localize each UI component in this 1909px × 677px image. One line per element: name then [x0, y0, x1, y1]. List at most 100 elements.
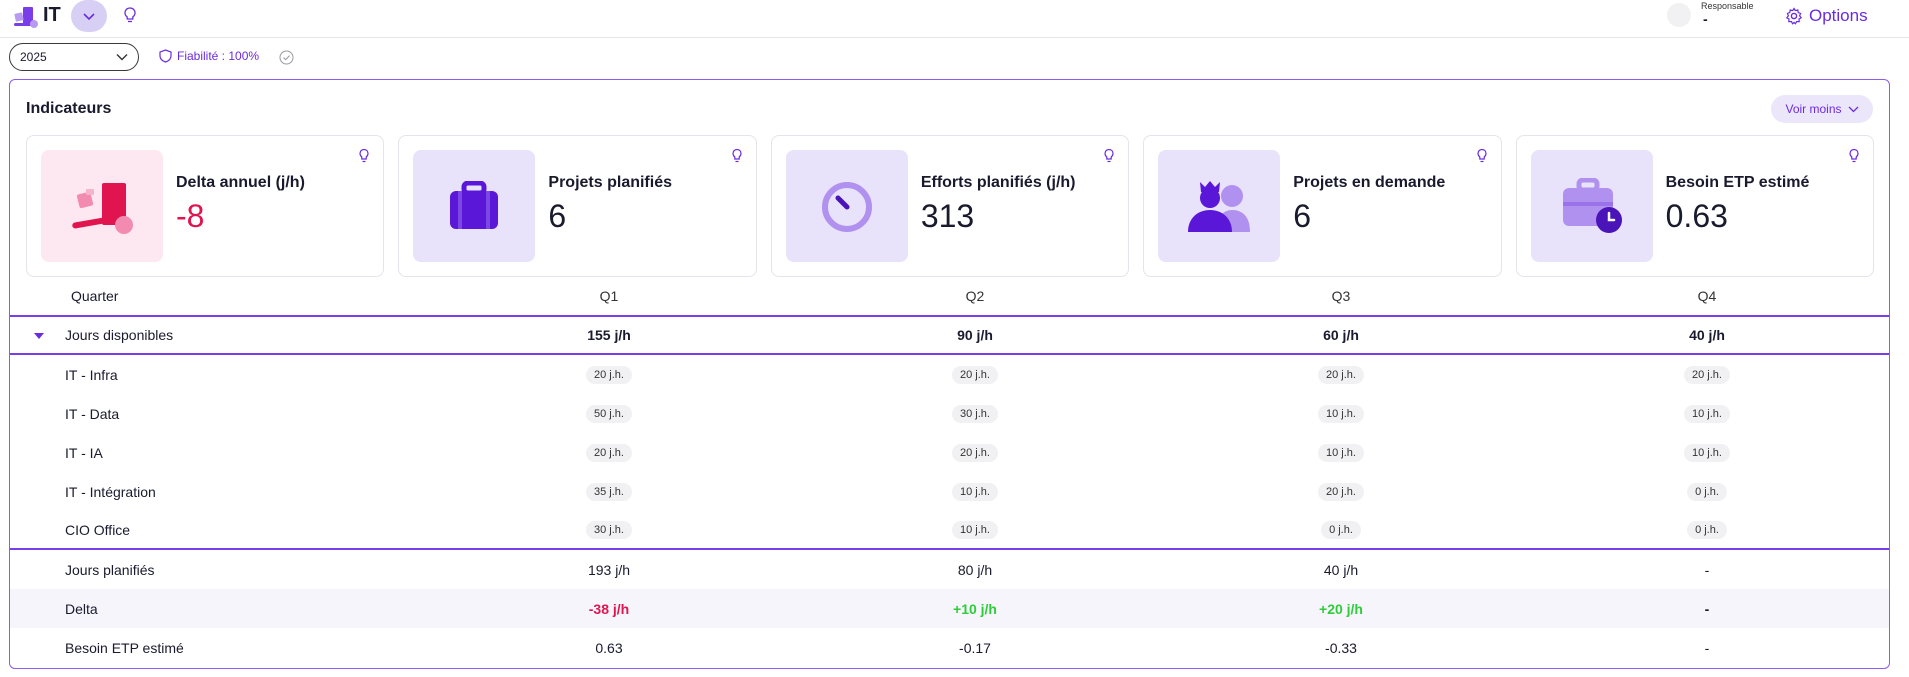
- table-cell: -38 j/h: [588, 600, 630, 617]
- table-cell[interactable]: 35 j.h.: [586, 483, 632, 501]
- kpi-card-besoin-etp: Besoin ETP estimé 0.63: [1515, 135, 1875, 277]
- top-bar: IT Responsable - Options: [0, 0, 1909, 38]
- year-select[interactable]: 2025: [9, 43, 139, 71]
- table-cell: -0.17: [959, 639, 991, 656]
- table-cell[interactable]: 20 j.h.: [1684, 366, 1730, 384]
- responsable-label: Responsable: [1701, 1, 1754, 11]
- kpi-value: 6: [548, 198, 567, 234]
- lightbulb-icon[interactable]: [357, 148, 371, 164]
- table-cell[interactable]: 20 j.h.: [952, 444, 998, 462]
- row-label: Delta: [65, 600, 98, 617]
- kpi-value: 0.63: [1665, 198, 1728, 234]
- row-label: Jours disponibles: [65, 327, 174, 343]
- avatar[interactable]: [1667, 3, 1691, 27]
- table-cell[interactable]: 10 j.h.: [952, 521, 998, 539]
- column-header: Q1: [599, 288, 619, 304]
- table-cell[interactable]: 30 j.h.: [586, 521, 632, 539]
- table-cell[interactable]: 30 j.h.: [952, 405, 998, 423]
- chevron-down-icon: [1848, 106, 1858, 112]
- kpi-label: Delta annuel (j/h): [176, 174, 305, 191]
- table-row-jours-planifies: Jours planifiés 193 j/h 80 j/h 40 j/h -: [10, 550, 1889, 589]
- kpi-card-projets-demande: Projets en demande 6: [1143, 135, 1502, 277]
- table-row: IT - Intégration 35 j.h. 10 j.h. 20 j.h.…: [10, 472, 1889, 511]
- table-cell[interactable]: 20 j.h.: [1318, 366, 1364, 384]
- table-cell[interactable]: 10 j.h.: [1318, 444, 1364, 462]
- indicators-panel: Indicateurs Voir moins Delta annuel (j/h…: [9, 79, 1890, 669]
- row-label: CIO Office: [65, 521, 131, 538]
- column-header: Q4: [1697, 288, 1717, 304]
- table-cell[interactable]: 20 j.h.: [586, 366, 632, 384]
- voir-moins-button[interactable]: Voir moins: [1771, 95, 1873, 123]
- lightbulb-icon[interactable]: [1102, 148, 1116, 164]
- options-label: Options: [1809, 6, 1868, 25]
- options-button[interactable]: Options: [1785, 4, 1868, 28]
- row-label: IT - Data: [65, 405, 120, 422]
- table-cell: -0.33: [1325, 639, 1357, 656]
- table-cell[interactable]: 0 j.h.: [1687, 483, 1727, 501]
- voir-moins-label: Voir moins: [1785, 102, 1842, 116]
- reliability-label: Fiabilité : 100%: [177, 49, 260, 63]
- table-cell[interactable]: 10 j.h.: [1318, 405, 1364, 423]
- table-row: IT - IA 20 j.h. 20 j.h. 10 j.h. 10 j.h.: [10, 433, 1889, 472]
- section-row-jours-disponibles[interactable]: Jours disponibles 155 j/h 90 j/h 60 j/h …: [10, 315, 1889, 355]
- table-cell[interactable]: 20 j.h.: [1318, 483, 1364, 501]
- table-cell: -: [1704, 561, 1710, 578]
- table-cell[interactable]: 20 j.h.: [586, 444, 632, 462]
- table-row: IT - Data 50 j.h. 30 j.h. 10 j.h. 10 j.h…: [10, 394, 1889, 433]
- column-header: Quarter: [71, 288, 119, 304]
- table-cell[interactable]: 0 j.h.: [1687, 521, 1727, 539]
- table-cell[interactable]: 10 j.h.: [1684, 405, 1730, 423]
- caret-down-icon[interactable]: [34, 333, 44, 339]
- timer-icon: [785, 150, 908, 262]
- kpi-card-efforts-planifies: Efforts planifiés (j/h) 313: [770, 135, 1130, 277]
- table-cell: 90 j/h: [957, 327, 993, 343]
- kpi-label: Projets en demande: [1293, 174, 1446, 191]
- capacity-table: Quarter Q1 Q2 Q3 Q4 Jours disponibles 15…: [10, 277, 1889, 667]
- table-cell: 193 j/h: [587, 561, 631, 578]
- kpi-card-projets-planifies: Projets planifiés 6: [398, 135, 757, 277]
- briefcase-icon: [413, 150, 536, 262]
- check-circle-icon[interactable]: [279, 50, 294, 65]
- responsable-value: -: [1703, 11, 1708, 27]
- kpi-value: 313: [920, 198, 975, 234]
- kpi-cards: Delta annuel (j/h) -8 Projets planifiés …: [26, 135, 1875, 277]
- lightbulb-icon[interactable]: [1847, 148, 1861, 164]
- row-label: IT - Infra: [65, 366, 118, 383]
- lightbulb-icon[interactable]: [730, 148, 744, 164]
- kpi-value: -8: [176, 198, 205, 234]
- kpi-label: Projets planifiés: [548, 174, 672, 191]
- table-cell[interactable]: 20 j.h.: [952, 366, 998, 384]
- kpi-card-delta: Delta annuel (j/h) -8: [26, 135, 385, 277]
- table-header: Quarter Q1 Q2 Q3 Q4: [10, 277, 1889, 315]
- chevron-down-icon: [116, 54, 128, 61]
- kpi-value: 6: [1293, 198, 1312, 234]
- kpi-label: Efforts planifiés (j/h): [920, 174, 1076, 191]
- table-cell: 40 j/h: [1689, 327, 1725, 343]
- table-row: CIO Office 30 j.h. 10 j.h. 0 j.h. 0 j.h.: [10, 511, 1889, 550]
- app-title: IT: [43, 4, 61, 26]
- table-row-delta: Delta -38 j/h +10 j/h +20 j/h -: [10, 589, 1889, 628]
- panel-title: Indicateurs: [26, 100, 112, 117]
- delivery-icon: [41, 150, 163, 262]
- row-label: IT - Intégration: [65, 483, 156, 500]
- table-cell: 0.63: [595, 639, 623, 656]
- table-row: IT - Infra 20 j.h. 20 j.h. 20 j.h. 20 j.…: [10, 355, 1889, 394]
- table-row-besoin-etp: Besoin ETP estimé 0.63 -0.17 -0.33 -: [10, 628, 1889, 667]
- app-switcher-button[interactable]: [71, 0, 107, 32]
- users-icon: [1158, 150, 1281, 262]
- table-cell: 60 j/h: [1323, 327, 1359, 343]
- table-cell[interactable]: 10 j.h.: [1684, 444, 1730, 462]
- row-label: IT - IA: [65, 444, 103, 461]
- kpi-label: Besoin ETP estimé: [1665, 174, 1810, 191]
- briefcase-clock-icon: [1530, 150, 1653, 262]
- reliability-badge[interactable]: Fiabilité : 100%: [159, 49, 259, 63]
- table-cell[interactable]: 50 j.h.: [586, 405, 632, 423]
- table-cell[interactable]: 10 j.h.: [952, 483, 998, 501]
- gear-icon: [1785, 7, 1803, 25]
- lightbulb-icon[interactable]: [1475, 148, 1489, 164]
- table-cell: +10 j/h: [953, 600, 997, 617]
- row-label: Besoin ETP estimé: [65, 639, 184, 656]
- table-cell[interactable]: 0 j.h.: [1321, 521, 1361, 539]
- column-header: Q2: [965, 288, 985, 304]
- lightbulb-icon[interactable]: [121, 6, 139, 24]
